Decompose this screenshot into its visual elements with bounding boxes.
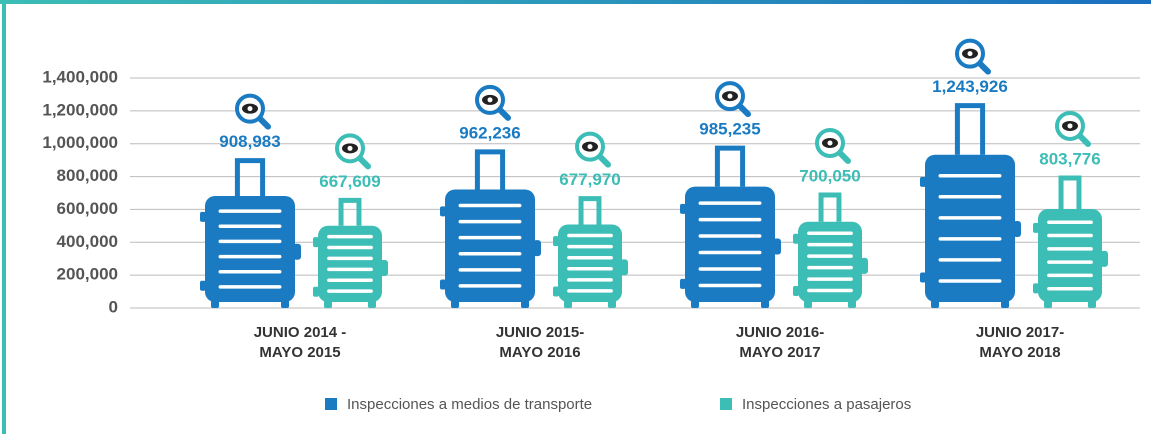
magnifier-icon <box>477 87 508 118</box>
value-label: 962,236 <box>459 123 520 142</box>
value-label: 985,235 <box>699 120 760 139</box>
handle <box>821 195 839 222</box>
suitcase-bar <box>793 195 868 308</box>
suitcase-bar <box>1033 178 1108 308</box>
value-label: 803,776 <box>1039 149 1100 168</box>
magnifier-icon <box>717 83 748 114</box>
pupil <box>588 144 593 149</box>
pupil <box>248 106 253 111</box>
value-label: 1,243,926 <box>932 77 1008 96</box>
handle <box>477 152 502 190</box>
x-tick-label: JUNIO 2014 -MAYO 2015 <box>254 324 347 361</box>
handle <box>1061 178 1079 209</box>
suitcase-bar <box>920 106 1021 308</box>
y-tick-label: 400,000 <box>57 232 118 251</box>
pupil <box>488 97 493 102</box>
handle <box>341 200 359 225</box>
pupil <box>968 51 973 56</box>
magnifier-icon <box>1057 113 1088 144</box>
wheel <box>324 300 332 308</box>
wheel <box>564 300 572 308</box>
x-tick-label: JUNIO 2016-MAYO 2017 <box>736 324 824 361</box>
magnifier-icon <box>957 41 988 72</box>
wheel <box>521 300 529 308</box>
legend-label: Inspecciones a pasajeros <box>742 396 911 413</box>
suitcase-bar <box>680 148 781 308</box>
wheel <box>608 300 616 308</box>
magnifier-icon <box>817 130 848 161</box>
wheel <box>211 300 219 308</box>
wheel <box>281 300 289 308</box>
x-tick-label: JUNIO 2015-MAYO 2016 <box>496 324 584 361</box>
wheel <box>451 300 459 308</box>
wheel <box>804 300 812 308</box>
legend-swatch <box>720 398 732 410</box>
handle <box>957 106 982 155</box>
wheel <box>848 300 856 308</box>
wheel <box>1088 300 1096 308</box>
chart: 0 200,000 400,000 600,000 800,000 1,000,000 1,… <box>0 0 1151 434</box>
wheel <box>761 300 769 308</box>
value-label: 700,050 <box>799 166 860 185</box>
x-tick-label: JUNIO 2017-MAYO 2018 <box>976 324 1064 361</box>
magnifier-icon <box>577 134 608 165</box>
legend-label: Inspecciones a medios de transporte <box>347 396 592 413</box>
pupil <box>728 94 733 99</box>
y-tick-label: 800,000 <box>57 166 118 185</box>
legend-swatch <box>325 398 337 410</box>
wheel <box>1001 300 1009 308</box>
y-tick-label: 1,200,000 <box>42 100 118 119</box>
y-tick-label: 0 <box>109 297 118 316</box>
y-tick-label: 1,400,000 <box>42 67 118 86</box>
suitcase-bar <box>200 161 301 308</box>
pupil <box>348 146 353 151</box>
y-tick-label: 600,000 <box>57 199 118 218</box>
wheel <box>931 300 939 308</box>
magnifier-icon <box>337 135 368 166</box>
handle <box>717 148 742 186</box>
y-tick-label: 200,000 <box>57 265 118 284</box>
suitcase-bar <box>553 199 628 308</box>
suitcase-bar <box>313 200 388 308</box>
wheel <box>368 300 376 308</box>
handle <box>581 199 599 225</box>
suitcase-bar <box>440 152 541 308</box>
pupil <box>828 140 833 145</box>
value-label: 677,970 <box>559 170 620 189</box>
top-border <box>0 0 1151 4</box>
magnifier-icon <box>237 96 268 127</box>
value-label: 908,983 <box>219 132 280 151</box>
wheel <box>1044 300 1052 308</box>
value-label: 667,609 <box>319 172 380 191</box>
wheel <box>691 300 699 308</box>
handle <box>237 161 262 196</box>
pupil <box>1068 123 1073 128</box>
left-border <box>2 0 6 434</box>
y-tick-label: 1,000,000 <box>42 133 118 152</box>
